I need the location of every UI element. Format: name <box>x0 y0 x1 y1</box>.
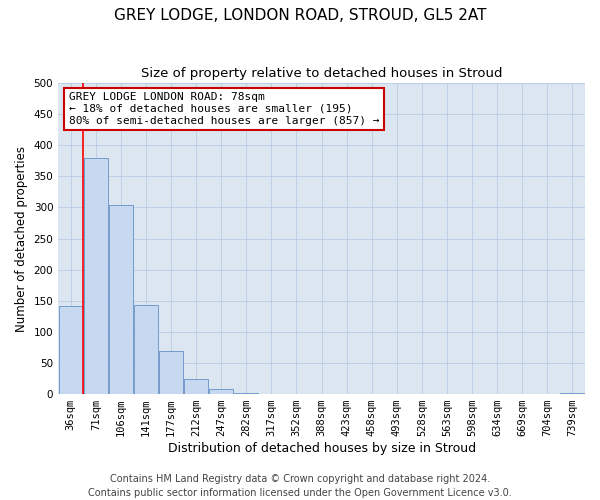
Text: Contains HM Land Registry data © Crown copyright and database right 2024.
Contai: Contains HM Land Registry data © Crown c… <box>88 474 512 498</box>
Bar <box>83 158 108 394</box>
Bar <box>109 205 133 394</box>
Bar <box>59 306 83 394</box>
Y-axis label: Number of detached properties: Number of detached properties <box>15 146 28 332</box>
Text: GREY LODGE, LONDON ROAD, STROUD, GL5 2AT: GREY LODGE, LONDON ROAD, STROUD, GL5 2AT <box>114 8 486 22</box>
Bar <box>134 305 158 394</box>
Title: Size of property relative to detached houses in Stroud: Size of property relative to detached ho… <box>141 68 502 80</box>
Text: GREY LODGE LONDON ROAD: 78sqm
← 18% of detached houses are smaller (195)
80% of : GREY LODGE LONDON ROAD: 78sqm ← 18% of d… <box>69 92 379 126</box>
Bar <box>209 389 233 394</box>
Bar <box>184 378 208 394</box>
Bar <box>560 393 584 394</box>
Bar <box>159 351 183 394</box>
X-axis label: Distribution of detached houses by size in Stroud: Distribution of detached houses by size … <box>167 442 476 455</box>
